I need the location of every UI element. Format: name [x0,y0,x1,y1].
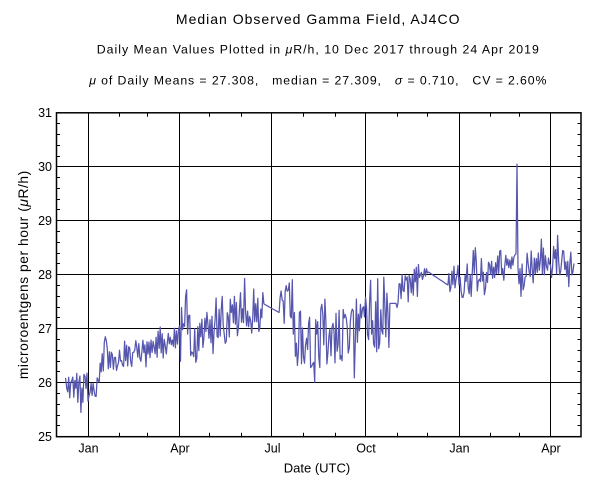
svg-text:29: 29 [38,214,52,228]
svg-text:28: 28 [38,268,52,282]
svg-text:25: 25 [38,430,52,444]
svg-text:Jan: Jan [78,442,98,456]
svg-text:Date (UTC): Date (UTC) [284,460,350,475]
svg-text:μ of Daily Means = 27.308, m: μ of Daily Means = 27.308, median = 27.3… [88,73,547,87]
svg-text:Apr: Apr [170,442,189,456]
svg-text:27: 27 [38,322,52,336]
svg-text:30: 30 [38,160,52,174]
svg-text:Median Observed Gamma Field, A: Median Observed Gamma Field, AJ4CO [176,11,461,27]
svg-text:microroentgens per hour (μR/h): microroentgens per hour (μR/h) [16,170,31,379]
svg-text:26: 26 [38,376,52,390]
svg-text:Jul: Jul [265,442,281,456]
svg-text:31: 31 [38,106,52,120]
svg-text:Oct: Oct [356,442,376,456]
svg-text:Jan: Jan [449,442,469,456]
svg-text:Daily Mean Values Plotted in μ: Daily Mean Values Plotted in μR/h, 10 De… [97,43,540,57]
svg-text:Apr: Apr [541,442,560,456]
